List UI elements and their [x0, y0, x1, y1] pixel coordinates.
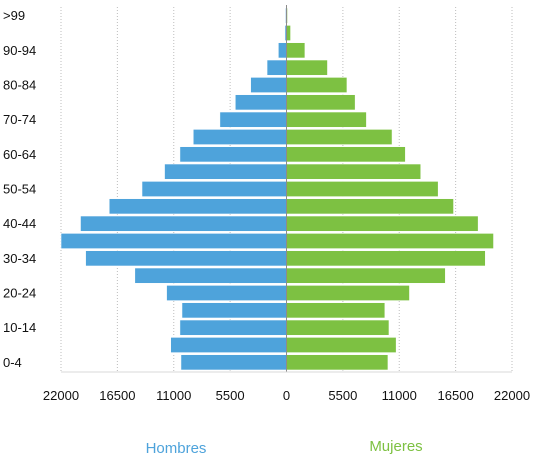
bar-hombres-0-4: [180, 354, 287, 371]
y-tick-label-30-34: 30-34: [3, 251, 36, 266]
x-tick-label-7: 16500: [438, 388, 474, 403]
bar-hombres-5-9: [170, 337, 287, 353]
bar-hombres-90-94: [277, 42, 287, 59]
legend-item-mujeres: Mujeres: [369, 438, 422, 455]
x-tick-label-2: 11000: [156, 388, 191, 403]
x-tick-label-8: 22000: [494, 388, 530, 403]
x-tick-label-0: 22000: [43, 388, 79, 403]
y-tick-label-10-14: 10-14: [3, 320, 36, 335]
y-tick-label-40-44: 40-44: [3, 216, 36, 231]
bar-mujeres-35-39: [286, 233, 494, 249]
y-tick-label-20-24: 20-24: [3, 286, 36, 301]
y-tick-label-70-74: 70-74: [3, 112, 36, 127]
legend-item-hombres: Hombres: [146, 440, 207, 457]
bar-mujeres-95-99: [286, 25, 291, 41]
y-tick-label-60-64: 60-64: [3, 147, 36, 162]
bar-hombres-10-14: [179, 319, 287, 336]
bar-mujeres-0-4: [286, 354, 389, 371]
x-tick-label-1: 16500: [99, 388, 135, 403]
y-tick-label->99: >99: [3, 8, 25, 23]
bar-mujeres-45-49: [286, 198, 454, 215]
bar-mujeres-50-54: [286, 181, 439, 197]
bar-mujeres-85-89: [286, 59, 328, 76]
bar-mujeres-20-24: [286, 285, 410, 301]
bar-mujeres-15-19: [286, 302, 386, 319]
bar-hombres-80-84: [250, 77, 287, 93]
y-tick-label-0-4: 0-4: [3, 355, 22, 370]
bar-hombres-70-74: [219, 111, 287, 128]
x-tick-label-5: 5500: [328, 388, 357, 403]
bar-hombres-55-59: [164, 163, 287, 180]
x-tick-label-3: 5500: [216, 388, 245, 403]
bar-mujeres-70-74: [286, 111, 367, 128]
bar-mujeres-55-59: [286, 163, 422, 180]
bar-hombres-15-19: [181, 302, 287, 319]
y-tick-label-90-94: 90-94: [3, 43, 36, 58]
bar-hombres-60-64: [179, 146, 287, 163]
bar-hombres-30-34: [85, 250, 287, 267]
bar-hombres-75-79: [234, 94, 287, 111]
y-tick-label-50-54: 50-54: [3, 182, 36, 197]
bar-hombres-85-89: [266, 59, 287, 76]
bar-mujeres-80-84: [286, 77, 348, 93]
y-tick-label-80-84: 80-84: [3, 78, 36, 93]
bar-mujeres-5-9: [286, 337, 397, 353]
legend: Hombres Mujeres: [146, 438, 423, 457]
bar-mujeres-60-64: [286, 146, 406, 163]
bar-hombres-35-39: [60, 233, 287, 249]
bar-mujeres-75-79: [286, 94, 356, 111]
bar-mujeres-90-94: [286, 42, 306, 59]
bar-hombres-50-54: [141, 181, 287, 197]
bar-hombres-40-44: [80, 215, 287, 232]
bar-hombres-20-24: [166, 285, 287, 301]
bar-hombres-65-69: [192, 129, 287, 145]
bars: [60, 7, 494, 371]
x-tick-label-4: 0: [283, 388, 290, 403]
bar-mujeres-30-34: [286, 250, 486, 267]
bar-mujeres-65-69: [286, 129, 393, 145]
bar-hombres-45-49: [108, 198, 287, 215]
x-tick-label-6: 11000: [382, 388, 417, 403]
bar-mujeres-40-44: [286, 215, 479, 232]
bar-mujeres-10-14: [286, 319, 390, 336]
bar-hombres-25-29: [134, 267, 287, 284]
bar-mujeres-25-29: [286, 267, 446, 284]
axes: 0-4 10-14 20-24 30-34 40-44 50-54 60-64 70-74 80…: [3, 5, 530, 403]
